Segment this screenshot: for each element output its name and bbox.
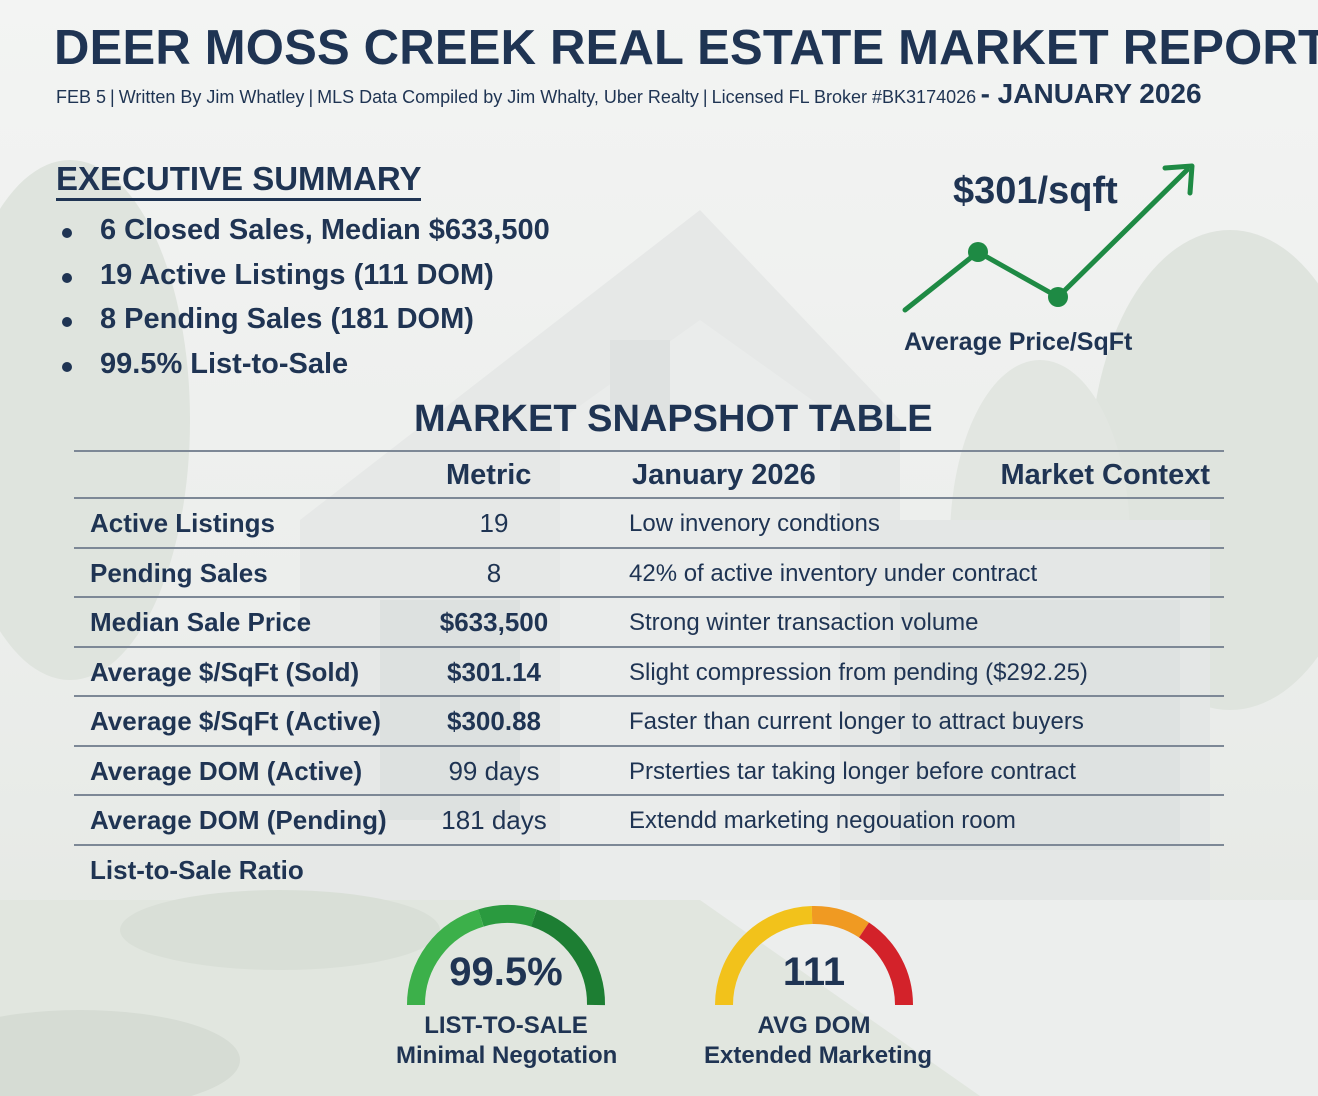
row-metric-value: 8 (486, 557, 502, 588)
executive-summary-heading: EXECUTIVE SUMMARY (56, 161, 422, 201)
row-metric-value: 19 (479, 508, 509, 538)
row-metric-name: Average DOM (Pending) (90, 805, 387, 835)
table-row: Average $/SqFt (Sold) $301.14 Slight com… (74, 648, 1224, 697)
list-to-sale-gauge: 99.5% LIST-TO-SALE Minimal Negotation (396, 890, 618, 1080)
report-byline: FEB 5 | Written By Jim Whatley | MLS Data Co… (56, 78, 1296, 110)
summary-bullet: 99.5% List-to-Sale (60, 348, 550, 393)
row-metric-value: $301.14 (447, 656, 541, 687)
gauge-segment (858, 922, 914, 1006)
gauge-segment (406, 909, 484, 1006)
row-market-context: 42% of active inventory under contract (629, 559, 1038, 587)
row-metric-name: Average $/SqFt (Sold) (90, 656, 360, 687)
table-row: Active Listings 19 Low invenory condtion… (74, 499, 1224, 549)
snapshot-table-heading: MARKET SNAPSHOT TABLE (414, 398, 933, 440)
price-trend-graphic (902, 163, 1195, 313)
gauge-arc (715, 906, 914, 1006)
table-row: Average DOM (Active) 99 days Prsterties … (74, 747, 1224, 796)
row-metric-value: $633,500 (439, 607, 549, 637)
row-metric-name: List-to-Sale Ratio (90, 854, 304, 885)
gauge-segment (478, 905, 537, 927)
report-title: DEER MOSS CREEK REAL ESTATE MARKET REPOR… (54, 21, 1318, 75)
table-row: Median Sale Price $633,500 Strong winter… (74, 598, 1224, 648)
report-date: FEB 5 (56, 87, 107, 107)
row-market-context: Strong winter transaction volume (629, 609, 979, 636)
table-header-row: Metric January 2026 Market Context (74, 450, 1224, 499)
report-data-source: MLS Data Compiled by Jim Whalty, Uber Re… (317, 87, 699, 107)
gauge-sublabel: Minimal Negotation (396, 1042, 618, 1069)
byline-separator: | (308, 87, 314, 107)
row-market-context: Low invenory condtions (629, 510, 880, 537)
row-metric-name: Active Listings (90, 508, 275, 538)
row-metric-value: 181 days (441, 805, 547, 835)
gauge-arc (406, 905, 606, 1006)
column-header-metric: Metric (446, 459, 532, 491)
table-row: List-to-Sale Ratio (74, 846, 1224, 896)
gauge-sublabel: Extended Marketing (704, 1042, 933, 1069)
summary-bullet: 8 Pending Sales (181 DOM) (60, 303, 550, 348)
executive-summary-list: 6 Closed Sales, Median $633,500 19 Activ… (60, 214, 550, 392)
up-arrow-icon (1162, 163, 1195, 196)
row-market-context: Slight compression from pending ($292.25… (629, 658, 1088, 686)
row-market-context: Extendd marketing negouation room (629, 807, 1016, 834)
price-per-sqft-value: $301/sqft (953, 170, 1118, 212)
market-snapshot-table: Metric January 2026 Market Context Activ… (74, 450, 1224, 895)
trend-point (1048, 287, 1068, 307)
row-metric-value: 99 days (448, 755, 540, 786)
row-market-context: Faster than current longer to attract bu… (629, 708, 1084, 735)
row-metric-name: Average DOM (Active) (90, 755, 363, 786)
trend-point (968, 242, 988, 262)
gauge-value: 111 (782, 950, 846, 994)
price-per-sqft-caption: Average Price/SqFt (904, 328, 1133, 356)
gauge-segment (530, 909, 606, 1006)
gauge-segment (811, 906, 869, 938)
row-metric-name: Average $/SqFt (Active) (90, 706, 381, 736)
byline-separator: | (110, 87, 115, 107)
table-row: Pending Sales 8 42% of active inventory … (74, 549, 1224, 598)
table-row: Average $/SqFt (Active) $300.88 Faster t… (74, 697, 1224, 747)
summary-bullet: 6 Closed Sales, Median $633,500 (60, 214, 550, 259)
broker-license: Licensed FL Broker #BK3174026 (711, 87, 977, 107)
table-row: Average DOM (Pending) 181 days Extendd m… (74, 796, 1224, 846)
gauge-value: 99.5% (449, 950, 563, 994)
column-header-context: Market Context (1000, 459, 1211, 491)
gauge-segment (715, 906, 813, 1006)
summary-bullet: 19 Active Listings (111 DOM) (60, 259, 550, 304)
byline-separator: | (702, 87, 708, 107)
report-month: - JANUARY 2026 (980, 78, 1202, 109)
trend-line (902, 167, 1190, 313)
column-header-month: January 2026 (632, 459, 816, 491)
row-metric-name: Pending Sales (90, 557, 268, 588)
avg-dom-gauge: 111 AVG DOM Extended Marketing (704, 890, 933, 1080)
report-author: Written By Jim Whatley (118, 87, 305, 107)
gauge-label: AVG DOM (757, 1012, 871, 1039)
row-metric-name: Median Sale Price (90, 607, 312, 637)
row-market-context: Prsterties tar taking longer before cont… (629, 757, 1076, 785)
gauge-label: LIST-TO-SALE (424, 1012, 588, 1039)
row-metric-value: $300.88 (447, 706, 541, 736)
